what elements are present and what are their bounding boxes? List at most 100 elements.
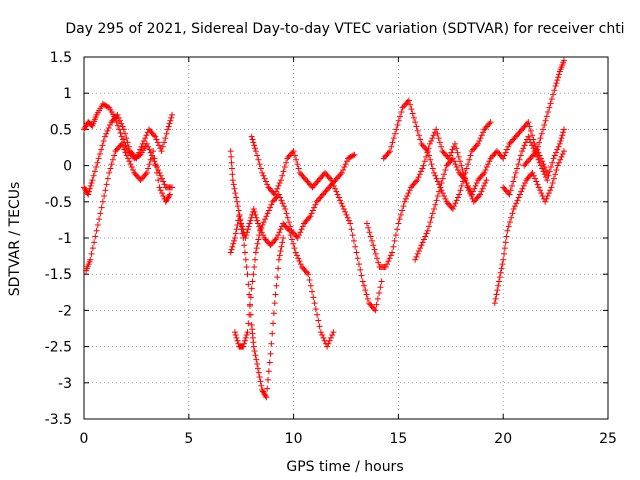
data-point (311, 300, 318, 307)
data-point (352, 243, 359, 250)
data-point (412, 119, 419, 126)
data-point (429, 135, 436, 142)
data-point (290, 148, 297, 155)
data-point (270, 310, 277, 317)
data-point (343, 211, 350, 218)
data-point (431, 206, 438, 213)
data-point (537, 162, 544, 169)
data-point (256, 232, 263, 239)
data-point (486, 158, 493, 165)
x-tick-label: 0 (80, 431, 89, 447)
data-point (241, 337, 248, 344)
data-point (521, 123, 528, 130)
data-point (333, 175, 340, 182)
data-point (452, 200, 459, 207)
data-point (533, 178, 540, 185)
x-tick-label: 5 (184, 431, 193, 447)
series-sat-g (248, 133, 385, 314)
data-point (257, 378, 264, 385)
data-point (548, 184, 555, 191)
data-point (496, 278, 503, 285)
data-point (537, 135, 544, 142)
data-point (293, 233, 300, 240)
data-point (420, 162, 427, 169)
data-point (303, 217, 310, 224)
data-point (251, 142, 258, 149)
data-point (407, 184, 414, 191)
data-point (229, 171, 236, 178)
data-point (328, 177, 335, 184)
data-point (455, 153, 462, 160)
data-point (546, 104, 553, 111)
data-point (477, 135, 484, 142)
data-point (250, 206, 257, 213)
data-point (105, 124, 112, 131)
data-point (386, 255, 393, 262)
data-point (96, 216, 103, 223)
data-point (409, 110, 416, 117)
data-point (419, 239, 426, 246)
data-point (523, 177, 530, 184)
data-point (341, 164, 348, 171)
data-point (478, 132, 485, 139)
data-point (265, 239, 272, 246)
data-point (317, 175, 324, 182)
data-point (557, 137, 564, 144)
data-point (551, 87, 558, 94)
y-tick-label: -1 (58, 231, 72, 247)
data-point (155, 166, 162, 173)
data-point (515, 161, 522, 168)
data-point (238, 226, 245, 233)
data-point (374, 295, 381, 302)
data-point (431, 169, 438, 176)
data-point (391, 237, 398, 244)
data-point (93, 227, 100, 234)
data-point (147, 149, 154, 156)
data-point (529, 132, 536, 139)
data-point (476, 175, 483, 182)
data-point (418, 140, 425, 147)
data-point (245, 320, 252, 327)
data-point (368, 303, 375, 310)
data-point (254, 152, 261, 159)
data-points (81, 57, 567, 401)
data-point (104, 127, 111, 134)
data-point (336, 172, 343, 179)
data-point (322, 188, 329, 195)
data-point (350, 237, 357, 244)
data-point (525, 174, 532, 181)
data-point (552, 171, 559, 178)
data-point (316, 195, 323, 202)
data-point (326, 337, 333, 344)
data-point (247, 294, 254, 301)
data-point (88, 179, 95, 186)
data-point (147, 127, 154, 134)
data-point (259, 221, 266, 228)
data-point (168, 114, 175, 121)
data-point (318, 193, 325, 200)
data-point (339, 203, 346, 210)
data-point (131, 169, 138, 176)
data-point (300, 174, 307, 181)
data-point (275, 182, 282, 189)
data-point (243, 263, 250, 270)
data-point (472, 182, 479, 189)
data-point (275, 232, 282, 239)
data-point (295, 165, 302, 172)
data-point (560, 148, 567, 155)
data-point (539, 158, 546, 165)
y-tick-label: 1 (63, 86, 72, 102)
data-point (86, 188, 93, 195)
data-point (512, 133, 519, 140)
data-point (153, 169, 160, 176)
data-point (448, 156, 455, 163)
data-point (394, 226, 401, 233)
data-point (463, 165, 470, 172)
data-point (119, 143, 126, 150)
data-point (505, 223, 512, 230)
data-point (555, 74, 562, 81)
data-point (163, 130, 170, 137)
data-point (544, 177, 551, 184)
data-point (273, 282, 280, 289)
